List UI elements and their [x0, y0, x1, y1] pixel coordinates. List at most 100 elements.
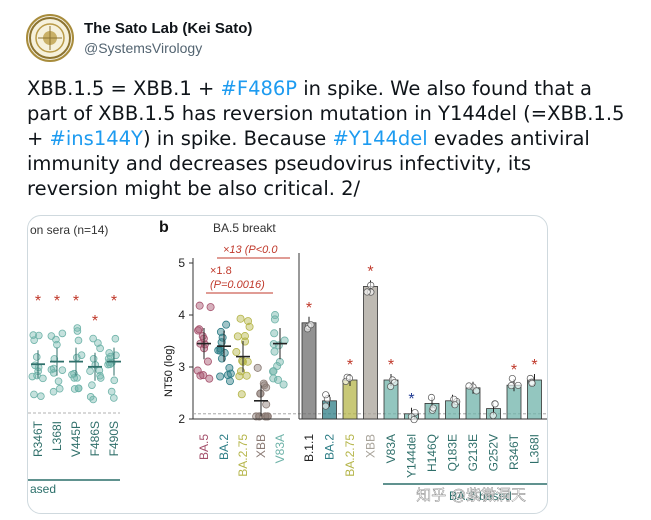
left-panel-footer: ased [30, 482, 56, 496]
x-tick-label: BA.5 [197, 434, 211, 460]
left-data-point [74, 384, 83, 393]
hashtag-link-ins144y[interactable]: #ins144Y [49, 127, 143, 150]
left-data-point [55, 384, 64, 393]
annotation-fold-1-8: ×1.8 [210, 265, 232, 277]
left-panel-plot: * R346T * L368I * V445P * F486S * F490S [28, 293, 121, 457]
left-data-point [89, 395, 98, 404]
tweet-text-segment: evades antiviral immunity and decreases … [27, 127, 590, 200]
left-data-point [86, 367, 94, 375]
left-significance-star: * [111, 293, 117, 310]
data-point [279, 380, 288, 389]
significance-star: * [306, 300, 312, 317]
left-data-point [89, 334, 97, 343]
data-point [262, 383, 271, 392]
tweet-text-segment: XBB.1.5 = XBB.1 + [27, 77, 221, 100]
y-tick-label: 2 [178, 412, 185, 426]
left-data-point [52, 335, 60, 344]
bar-data-point [410, 416, 418, 424]
data-point [244, 317, 253, 326]
left-x-tick-label: F490S [107, 421, 121, 456]
tweet-text: XBB.1.5 = XBB.1 + #F486P in spike. We al… [27, 76, 627, 201]
x-tick-label: BA.2.75 [343, 434, 357, 477]
data-point [263, 412, 272, 421]
left-data-point [95, 366, 104, 375]
left-significance-star: * [35, 293, 41, 310]
x-tick-label: G213E [466, 434, 480, 471]
left-data-point [58, 366, 67, 374]
data-point [261, 412, 270, 421]
data-point [270, 347, 279, 356]
x-tick-label: BA.2.75 [236, 434, 250, 477]
left-x-tick-label: L368I [50, 421, 64, 451]
bar-data-point [514, 381, 522, 389]
left-data-point [30, 390, 38, 399]
data-point [233, 332, 242, 341]
x-tick-label: Q183E [446, 434, 460, 471]
data-point [273, 375, 282, 384]
data-point [222, 320, 231, 329]
data-point [199, 371, 208, 380]
left-data-point [29, 331, 38, 339]
bar-data-point [345, 374, 354, 382]
data-point [271, 311, 280, 320]
left-data-point [70, 385, 79, 393]
data-point [237, 367, 246, 376]
data-point [240, 332, 249, 341]
left-data-point [32, 353, 41, 361]
annotation-p-value: (P=0.0016) [210, 279, 265, 291]
watermark-text: 知乎 @紫微洞天 [416, 486, 526, 504]
left-data-point [73, 353, 81, 362]
author-handle[interactable]: @SystemsVirology [84, 40, 203, 56]
bar-data-point [508, 374, 516, 383]
bar-data-point [491, 400, 499, 408]
bar-data-point [472, 387, 480, 395]
left-data-point [49, 369, 58, 377]
bar-data-point [322, 391, 330, 399]
left-data-point [105, 349, 113, 357]
data-point [242, 371, 251, 380]
bar [301, 322, 317, 420]
left-data-point [74, 336, 83, 345]
significance-star: * [347, 357, 353, 374]
x-tick-label: XBB [364, 434, 378, 458]
avatar[interactable] [26, 14, 74, 62]
left-data-point [58, 329, 67, 338]
annotation-fold-13: ×13 (P<0.0 [223, 244, 278, 256]
data-point [237, 390, 246, 399]
data-point [259, 379, 268, 388]
x-tick-label: Y144del [405, 434, 419, 478]
x-tick-label: V83A [384, 434, 398, 463]
data-point [273, 362, 282, 371]
left-data-point [35, 331, 43, 340]
bar-data-point [427, 393, 436, 402]
hashtag-link-f486p[interactable]: #F486P [220, 77, 298, 100]
data-point [236, 314, 245, 323]
hashtag-link-y144del[interactable]: #Y144del [332, 127, 428, 150]
bar-data-point [429, 404, 437, 412]
tweet-text-segment: ) in spike. Because [142, 127, 333, 150]
ba2-based-label: BA.2-based [449, 489, 512, 503]
x-tick-label: BA.2 [217, 434, 231, 460]
bar-panel-plot: * B.1.1 BA.2 * BA.2.75 * XBB * V83A * Y144del H146Q… [298, 253, 547, 478]
data-point [270, 329, 279, 338]
dot-panel-plot: BA.5 BA.2 BA.2.75 XBB V83A [193, 301, 290, 477]
data-point [195, 301, 204, 310]
data-point [232, 348, 241, 357]
x-tick-label: L368I [528, 434, 542, 464]
tweet-media-figure[interactable]: on sera (n=14) * R346T * L368I * V445P * F486S *… [27, 215, 548, 514]
left-data-point [110, 394, 118, 402]
tweet-text-segment: in spike. We also found that a part of X… [27, 77, 625, 150]
bar-data-point [507, 382, 515, 390]
data-point [252, 412, 261, 421]
x-tick-label: XBB [254, 434, 268, 458]
x-tick-label: B.1.1 [302, 434, 316, 462]
bar-data-point [307, 321, 315, 329]
bar-data-point [367, 281, 375, 289]
data-point [253, 363, 262, 372]
left-data-point [54, 377, 63, 386]
left-x-tick-label: R346T [31, 420, 45, 457]
author-display-name[interactable]: The Sato Lab (Kei Sato) [84, 20, 253, 37]
significance-star: * [511, 362, 517, 379]
significance-star: * [367, 263, 373, 280]
left-x-tick-label: V445P [69, 421, 83, 457]
